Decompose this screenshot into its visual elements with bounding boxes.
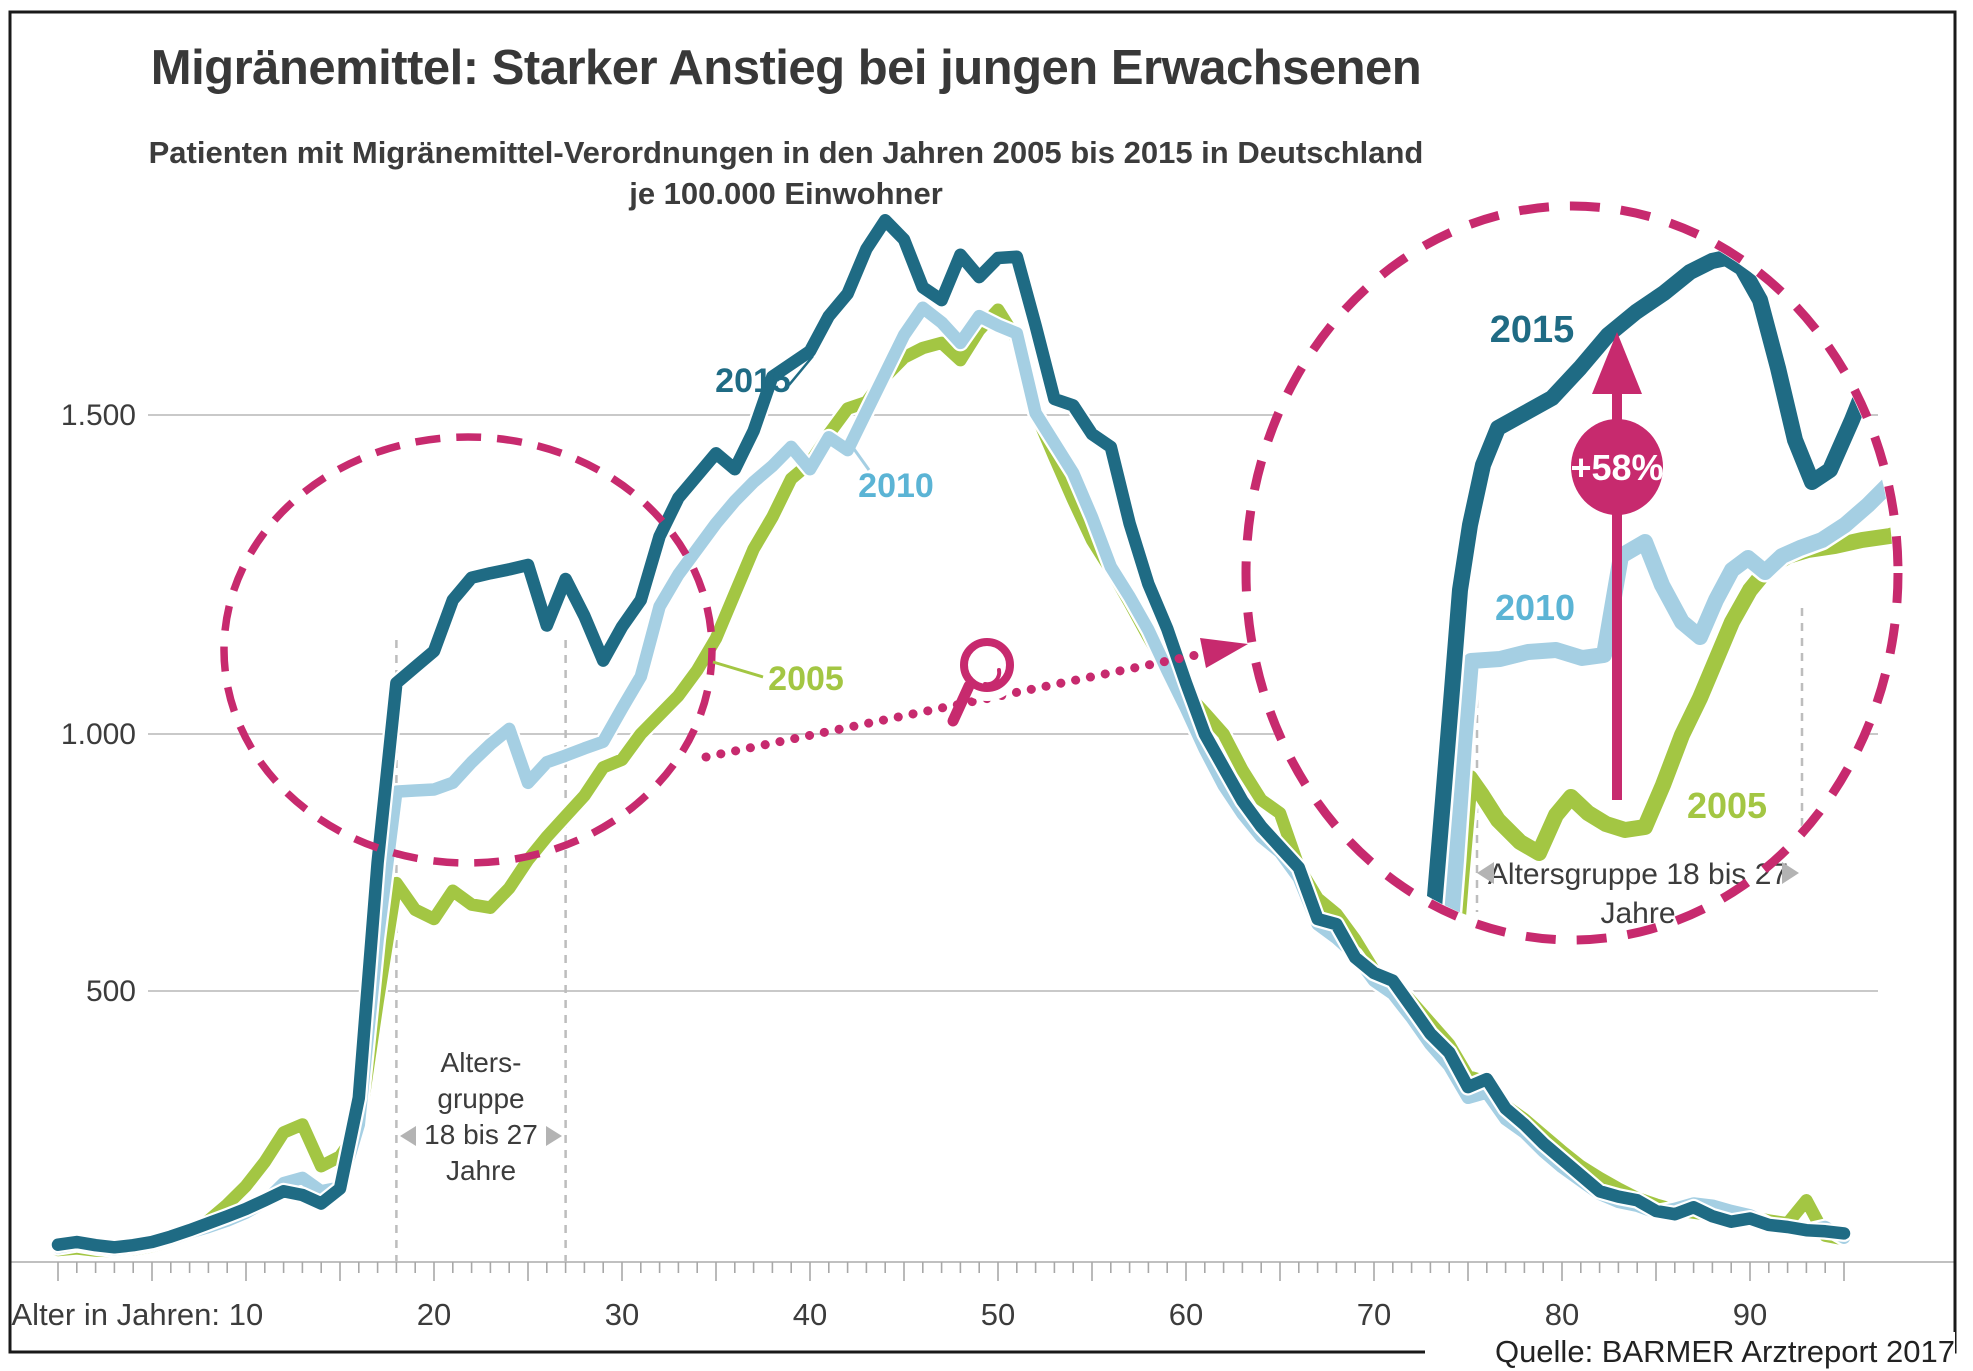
- magnifier-handle: [947, 680, 975, 727]
- y-tick-label: 500: [86, 975, 136, 1008]
- inset-line-2010: [1436, 457, 1893, 935]
- callout-2015: [788, 355, 814, 386]
- chart-frame: [8, 10, 1957, 1354]
- x-tick-label: 10: [229, 1297, 263, 1332]
- series-label-2015: 2015: [715, 362, 791, 400]
- agegroup-text-line: Jahre: [446, 1155, 516, 1186]
- series-labels: 2015 2010 2005: [712, 355, 934, 698]
- inset-label-2010: 2010: [1495, 587, 1575, 628]
- series-label-2005: 2005: [768, 660, 844, 698]
- highlight-ellipse: [220, 433, 716, 867]
- x-tick-label: 50: [981, 1297, 1015, 1332]
- inset-curves: [1417, 247, 1893, 935]
- x-axis: 10 20 30 40 50 60 70 80 90 Alter in Jahren:: [10, 1261, 1955, 1332]
- inset-line-2015: [1420, 250, 1893, 935]
- x-tick-label: 90: [1733, 1297, 1767, 1332]
- inset-background: [1246, 206, 1898, 940]
- subtitle-line-2: je 100.000 Einwohner: [629, 176, 943, 211]
- y-tick-label: 1.500: [61, 399, 136, 432]
- highlight-circle: [220, 433, 716, 867]
- increase-badge-label: +58%: [1570, 447, 1663, 488]
- series-line-2015: [51, 214, 1851, 1254]
- agegroup-text-line: 18 bis 27: [424, 1119, 538, 1150]
- y-tick-label: 1.000: [61, 718, 136, 751]
- inset-left-arrow-icon: [1477, 862, 1494, 884]
- subtitle-line-1: Patienten mit Migränemittel-Verordnungen…: [148, 135, 1424, 170]
- agegroup-text-line: gruppe: [437, 1083, 524, 1114]
- increase-arrow-head: [1592, 332, 1642, 394]
- callout-2010: [847, 441, 871, 471]
- inset-dashed-ring: [1241, 201, 1903, 945]
- connector-arrow-head: [1200, 638, 1248, 668]
- x-axis-prefix: Alter in Jahren:: [12, 1297, 221, 1332]
- series-label-2010: 2010: [858, 467, 934, 505]
- inset-right-arrow-icon: [1782, 862, 1799, 884]
- agegroup-text-line: Alters-: [441, 1047, 522, 1078]
- x-tick-label: 70: [1357, 1297, 1391, 1332]
- inset-label-2015: 2015: [1490, 309, 1575, 351]
- data-series: [49, 211, 1853, 1260]
- inset-agegroup-line: Jahre: [1600, 897, 1675, 930]
- x-tick-label: 60: [1169, 1297, 1203, 1332]
- callout-2005: [712, 660, 764, 679]
- x-tick-label: 80: [1545, 1297, 1579, 1332]
- right-arrow-icon: [546, 1126, 562, 1146]
- frame-border: [8, 10, 1957, 1354]
- magnifier-glint: [983, 668, 1002, 687]
- increase-badge: [1571, 419, 1663, 515]
- agegroup-annotation: Alters-gruppe 18 bis 27 Jahre: [400, 1047, 562, 1186]
- x-tick-label: 40: [793, 1297, 827, 1332]
- left-arrow-icon: [400, 1126, 416, 1146]
- source-credit: Quelle: BARMER Arztreport 2017: [1425, 1332, 1955, 1371]
- inset-label-2005: 2005: [1687, 785, 1767, 826]
- page-title: Migränemittel: Starker Anstieg bei junge…: [150, 41, 1422, 95]
- x-tick-label: 30: [605, 1297, 639, 1332]
- x-tick-label: 20: [417, 1297, 451, 1332]
- chart-subtitle: Patienten mit Migränemittel-Verordnungen…: [0, 132, 1572, 214]
- zoom-connector: [701, 633, 1248, 762]
